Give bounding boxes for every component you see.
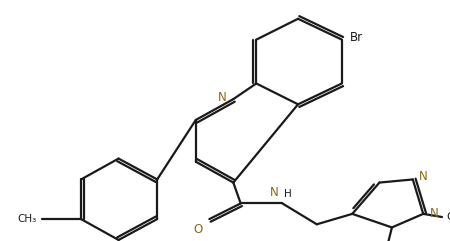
Text: N: N [218,91,227,104]
Text: N: N [270,186,278,199]
Text: O: O [194,223,203,236]
Text: CH₃: CH₃ [446,212,450,222]
Text: N: N [429,207,438,220]
Text: CH₃: CH₃ [17,214,36,224]
Text: H: H [284,189,292,199]
Text: Br: Br [350,31,363,44]
Text: N: N [419,170,428,183]
